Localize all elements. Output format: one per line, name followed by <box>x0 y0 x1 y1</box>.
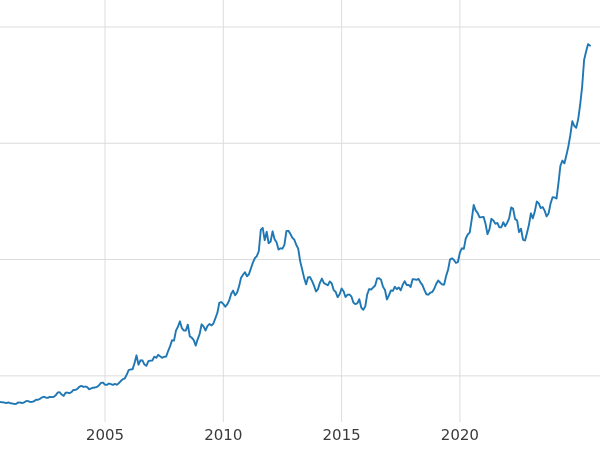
x-tick-label-2005: 2005 <box>85 426 125 444</box>
x-tick-label-2015: 2015 <box>322 426 361 444</box>
series-group <box>0 43 591 405</box>
x-tick-label-2010: 2010 <box>204 426 243 444</box>
series-line-price <box>0 43 591 405</box>
x-tick-label-2020: 2020 <box>440 426 479 444</box>
